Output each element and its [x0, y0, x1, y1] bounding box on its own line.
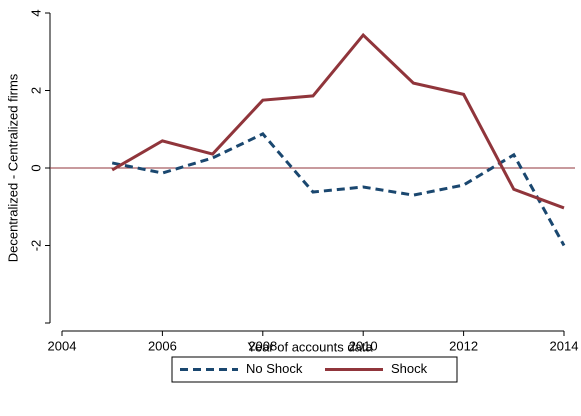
x-tick-label: 2010 — [349, 338, 378, 353]
legend-label: Shock — [391, 361, 428, 376]
x-tick-label: 2008 — [248, 338, 277, 353]
x-axis-label: Year of accounts data — [247, 339, 373, 354]
y-tick-label: 2 — [28, 87, 43, 94]
x-tick-label: 2012 — [449, 338, 478, 353]
x-tick-label: 2006 — [148, 338, 177, 353]
y-tick-label: 4 — [28, 9, 43, 16]
x-tick-label: 2014 — [550, 338, 579, 353]
series-line — [111, 32, 565, 210]
y-axis-label: Decentralized - Centralized firms — [5, 73, 20, 262]
series-line — [111, 132, 566, 247]
x-tick-label: 2004 — [48, 338, 77, 353]
legend-label: No Shock — [246, 361, 303, 376]
y-tick-label: 0 — [28, 164, 43, 171]
y-tick-label: -2 — [28, 240, 43, 252]
